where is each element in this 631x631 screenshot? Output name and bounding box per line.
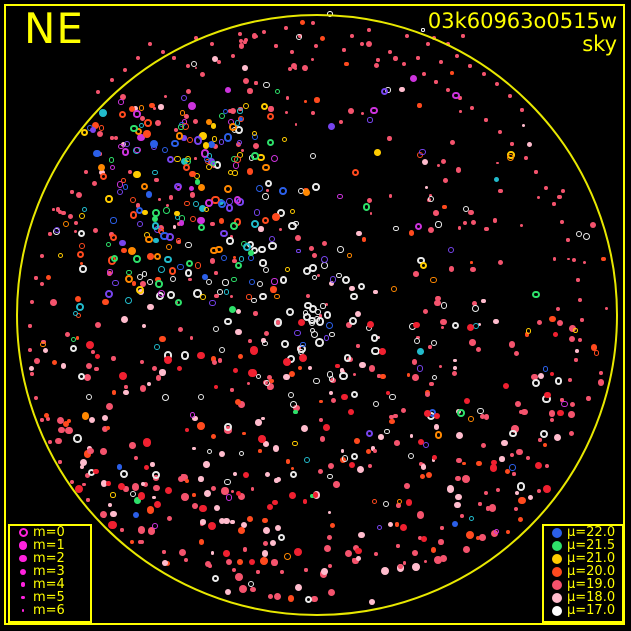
mu-legend-label: μ=17.0 [567, 603, 616, 618]
title-block: 03k60963o0515w sky [428, 10, 617, 56]
magnitude-legend-row[interactable]: m=0 [10, 526, 90, 539]
magnitude-legend-row[interactable]: m=4 [10, 578, 90, 591]
magnitude-marker-icon [15, 554, 31, 563]
mu-legend-row[interactable]: μ=21.0 [544, 552, 622, 565]
mu-legend-label: μ=18.0 [567, 590, 616, 605]
magnitude-legend-row[interactable]: m=6 [10, 604, 90, 617]
mu-legend-label: μ=21.5 [567, 538, 616, 553]
mu-legend-label: μ=22.0 [567, 525, 616, 540]
mu-legend-row[interactable]: μ=18.0 [544, 591, 622, 604]
magnitude-marker-icon [15, 528, 31, 537]
magnitude-marker-icon [15, 595, 31, 600]
sky-object-marker [122, 67, 128, 73]
mu-color-swatch-icon [549, 540, 565, 551]
mu-legend-row[interactable]: μ=21.5 [544, 539, 622, 552]
sky-object-marker [461, 34, 465, 38]
magnitude-marker-icon [15, 568, 31, 575]
sky-object-marker [160, 49, 166, 55]
sky-object-marker [110, 78, 114, 82]
magnitude-legend-label: m=5 [33, 590, 65, 605]
orientation-label-ne: NE [24, 4, 84, 53]
mu-legend-row[interactable]: μ=22.0 [544, 526, 622, 539]
mu-legend-label: μ=19.0 [567, 577, 616, 592]
horizon-circle [16, 14, 618, 616]
mu-color-swatch-icon [549, 527, 565, 538]
magnitude-marker-icon [15, 609, 31, 612]
magnitude-legend-label: m=0 [33, 525, 65, 540]
magnitude-legend-label: m=4 [33, 577, 65, 592]
page-subtitle: sky [582, 32, 617, 56]
magnitude-legend-row[interactable]: m=5 [10, 591, 90, 604]
mu-legend-label: μ=20.0 [567, 564, 616, 579]
surface-brightness-legend[interactable]: μ=22.0 μ=21.5 μ=21.0 μ=20.0 μ=19.0 μ=18.0 μ=17… [542, 524, 624, 623]
mu-color-swatch-icon [549, 605, 565, 616]
magnitude-marker-icon [15, 582, 31, 587]
magnitude-legend-label: m=3 [33, 564, 65, 579]
page-title: 03k60963o0515w [427, 9, 617, 33]
sky-object-marker [95, 89, 101, 95]
magnitude-legend-row[interactable]: m=2 [10, 552, 90, 565]
mu-color-swatch-icon [549, 553, 565, 564]
magnitude-legend-label: m=6 [33, 603, 65, 618]
magnitude-legend-label: m=2 [33, 551, 65, 566]
mu-legend-row[interactable]: μ=19.0 [544, 578, 622, 591]
mu-color-swatch-icon [549, 579, 565, 590]
sky-object-marker [135, 55, 141, 61]
sky-object-marker [148, 42, 152, 46]
magnitude-legend-label: m=1 [33, 538, 65, 553]
mu-legend-label: μ=21.0 [567, 551, 616, 566]
magnitude-legend-row[interactable]: m=1 [10, 539, 90, 552]
magnitude-legend-row[interactable]: m=3 [10, 565, 90, 578]
mu-legend-row[interactable]: μ=20.0 [544, 565, 622, 578]
magnitude-legend[interactable]: m=0 m=1 m=2 m=3 m=4 m=5 m=6 [8, 524, 92, 623]
mu-legend-row[interactable]: μ=17.0 [544, 604, 622, 617]
mu-color-swatch-icon [549, 592, 565, 603]
mu-color-swatch-icon [549, 566, 565, 577]
sky-object-marker [421, 28, 425, 32]
magnitude-marker-icon [15, 541, 31, 550]
